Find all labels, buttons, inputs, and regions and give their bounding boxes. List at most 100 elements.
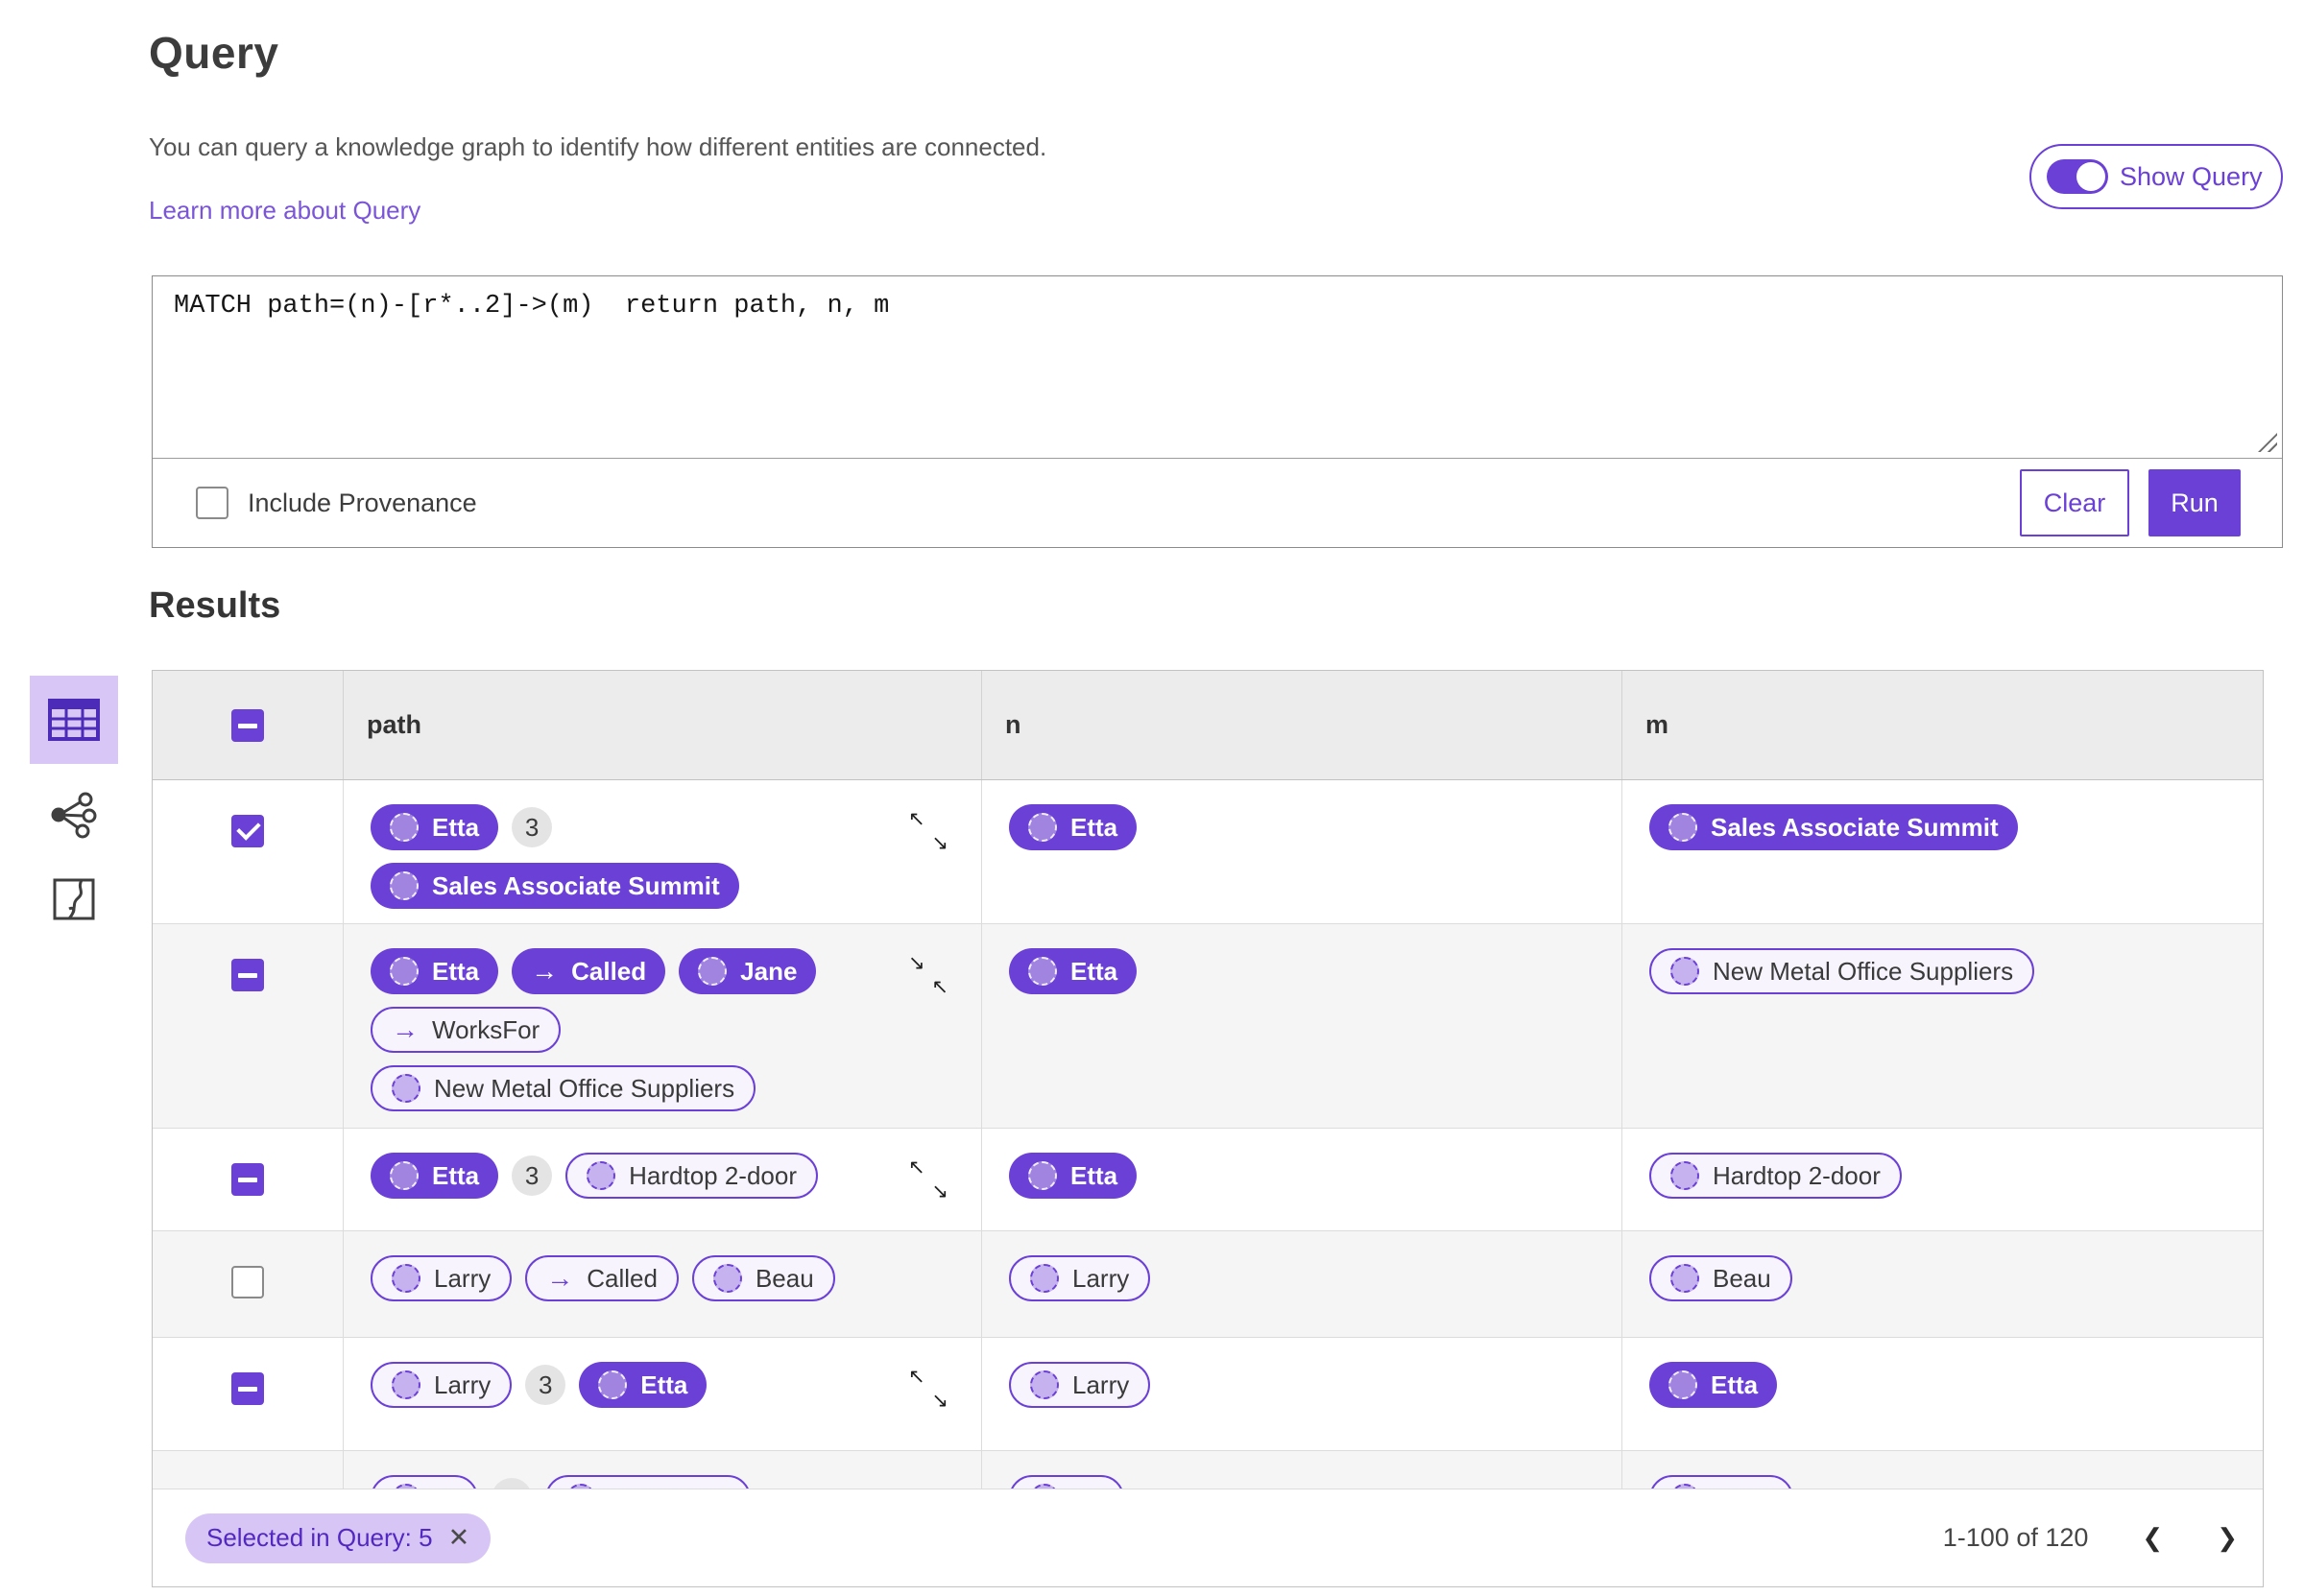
map-view-button[interactable]	[30, 866, 118, 933]
node-pill[interactable]: Etta	[579, 1362, 708, 1408]
node-pill[interactable]: Etta	[1009, 948, 1138, 994]
run-button[interactable]: Run	[2148, 469, 2241, 536]
pill-label: Jane	[740, 956, 798, 986]
table-view-button[interactable]	[30, 676, 118, 764]
pagination-range: 1-100 of 120	[1942, 1523, 2089, 1552]
node-circle-icon	[1028, 957, 1057, 986]
count-badge	[492, 1478, 532, 1489]
node-pill[interactable]: Etta	[1009, 1153, 1138, 1199]
checkbox-cell	[153, 780, 344, 923]
clear-button[interactable]: Clear	[2020, 469, 2129, 536]
expand-path-icon[interactable]: ↖ ↘	[908, 1156, 948, 1203]
prev-page-button[interactable]: ❮	[2142, 1523, 2164, 1552]
pill-label: Larry	[1072, 1370, 1130, 1399]
edge-pill[interactable]: → Called	[512, 948, 666, 994]
checkbox-cell	[153, 924, 344, 1128]
filter-chip[interactable]: Selected in Query: 5 ✕	[185, 1513, 492, 1563]
learn-more-link[interactable]: Learn more about Query	[149, 196, 421, 225]
count-badge: 3	[525, 1365, 566, 1405]
node-circle-icon	[1670, 1264, 1699, 1293]
row-checkbox[interactable]	[231, 1163, 264, 1196]
select-all-checkbox[interactable]	[231, 708, 264, 742]
view-switcher	[30, 676, 118, 933]
node-pill[interactable]: Etta	[371, 804, 499, 850]
chip-dismiss-icon[interactable]: ✕	[447, 1523, 470, 1552]
node-pill[interactable]: Larry	[371, 1362, 513, 1408]
pill-label: Larry	[1072, 1263, 1130, 1293]
include-provenance-checkbox[interactable]	[196, 487, 228, 519]
node-pill[interactable]: Larry	[1009, 1255, 1151, 1301]
pill-label: Larry	[434, 1370, 492, 1399]
next-page-button[interactable]: ❯	[2217, 1523, 2238, 1552]
row-checkbox[interactable]	[231, 815, 264, 847]
node-circle-icon	[1030, 1264, 1059, 1293]
node-pill[interactable]: New Metal Office Suppliers	[1649, 948, 2035, 994]
node-pill[interactable]: Beau	[691, 1255, 835, 1301]
node-circle-icon	[587, 1161, 616, 1190]
edge-pill[interactable]: → WorksFor	[371, 1007, 562, 1053]
column-header-m: m	[1645, 710, 1669, 739]
pill-label: Etta	[640, 1370, 688, 1399]
node-pill[interactable]	[371, 1475, 478, 1489]
pill-label: Etta	[1070, 956, 1118, 986]
node-pill[interactable]: Jane	[679, 948, 817, 994]
node-circle-icon	[712, 1264, 742, 1293]
query-panel: MATCH path=(n)-[r*..2]->(m) return path,…	[152, 275, 2283, 548]
query-toolbar: Include Provenance Clear Run	[153, 458, 2282, 547]
m-cell: New Metal Office Suppliers	[1622, 924, 2263, 1128]
node-circle-icon	[390, 813, 419, 842]
node-circle-icon	[1668, 813, 1697, 842]
query-editor[interactable]: MATCH path=(n)-[r*..2]->(m) return path,…	[153, 276, 2282, 458]
pill-label: Etta	[432, 956, 480, 986]
row-checkbox[interactable]	[231, 959, 264, 991]
node-pill[interactable]	[1009, 1475, 1124, 1489]
row-checkbox[interactable]	[231, 1372, 264, 1405]
expand-path-icon[interactable]: ↖ ↘	[908, 808, 948, 854]
node-pill[interactable]: Sales Associate Summit	[371, 863, 739, 909]
path-cell: Larry → Called Beau	[344, 1231, 982, 1337]
graph-view-button[interactable]	[30, 781, 118, 848]
pill-label: Hardtop 2-door	[1713, 1160, 1881, 1190]
node-pill[interactable]: Etta	[1649, 1362, 1778, 1408]
collapse-path-icon[interactable]: ↘ ↖	[908, 952, 948, 998]
node-pill[interactable]: Etta	[371, 1153, 499, 1199]
count-badge: 3	[512, 807, 553, 847]
node-pill[interactable]: Larry	[1009, 1362, 1151, 1408]
edge-pill[interactable]: → Called	[525, 1255, 679, 1301]
node-circle-icon	[390, 957, 419, 986]
node-circle-icon	[392, 1264, 420, 1293]
pill-label: Sales Associate Summit	[1711, 812, 1999, 842]
column-header-path: path	[344, 671, 982, 779]
node-pill[interactable]	[1649, 1475, 1793, 1489]
show-query-toggle[interactable]: Show Query	[2029, 144, 2283, 209]
pill-label: New Metal Office Suppliers	[1713, 956, 2014, 986]
pill-label: Etta	[1711, 1370, 1759, 1399]
pill-label: WorksFor	[432, 1014, 540, 1044]
node-pill[interactable]: Hardtop 2-door	[565, 1153, 819, 1199]
toggle-switch-icon[interactable]	[2047, 159, 2108, 194]
edge-arrow-icon: →	[546, 1263, 574, 1293]
node-pill[interactable]: New Metal Office Suppliers	[371, 1065, 756, 1111]
node-pill[interactable]: Etta	[1009, 804, 1138, 850]
node-pill[interactable]: Sales Associate Summit	[1649, 804, 2018, 850]
expand-path-icon[interactable]: ↖ ↘	[908, 1366, 948, 1412]
node-pill[interactable]: Beau	[1649, 1255, 1792, 1301]
node-circle-icon	[698, 957, 728, 986]
node-circle-icon	[598, 1370, 628, 1399]
pill-label: Etta	[1070, 1160, 1118, 1190]
row-checkbox[interactable]	[231, 1266, 264, 1298]
node-pill[interactable]: Etta	[371, 948, 499, 994]
table-row	[153, 1451, 2263, 1489]
pill-label: Beau	[755, 1263, 814, 1293]
count-badge: 3	[512, 1155, 553, 1196]
results-title: Results	[149, 585, 281, 626]
node-pill[interactable]: Larry	[371, 1255, 513, 1301]
table-row: Etta 3 Sales Associate Summit ↖ ↘ Etta Sales A…	[153, 780, 2263, 924]
node-pill[interactable]	[545, 1475, 751, 1489]
path-cell: Larry 3 Etta ↖ ↘	[344, 1338, 982, 1450]
path-cell	[344, 1451, 982, 1489]
node-pill[interactable]: Hardtop 2-door	[1649, 1153, 1902, 1199]
m-cell: Hardtop 2-door	[1622, 1129, 2263, 1230]
node-circle-icon	[390, 871, 419, 900]
path-cell: Etta → Called Jane → WorksFor New Metal Office…	[344, 924, 982, 1128]
